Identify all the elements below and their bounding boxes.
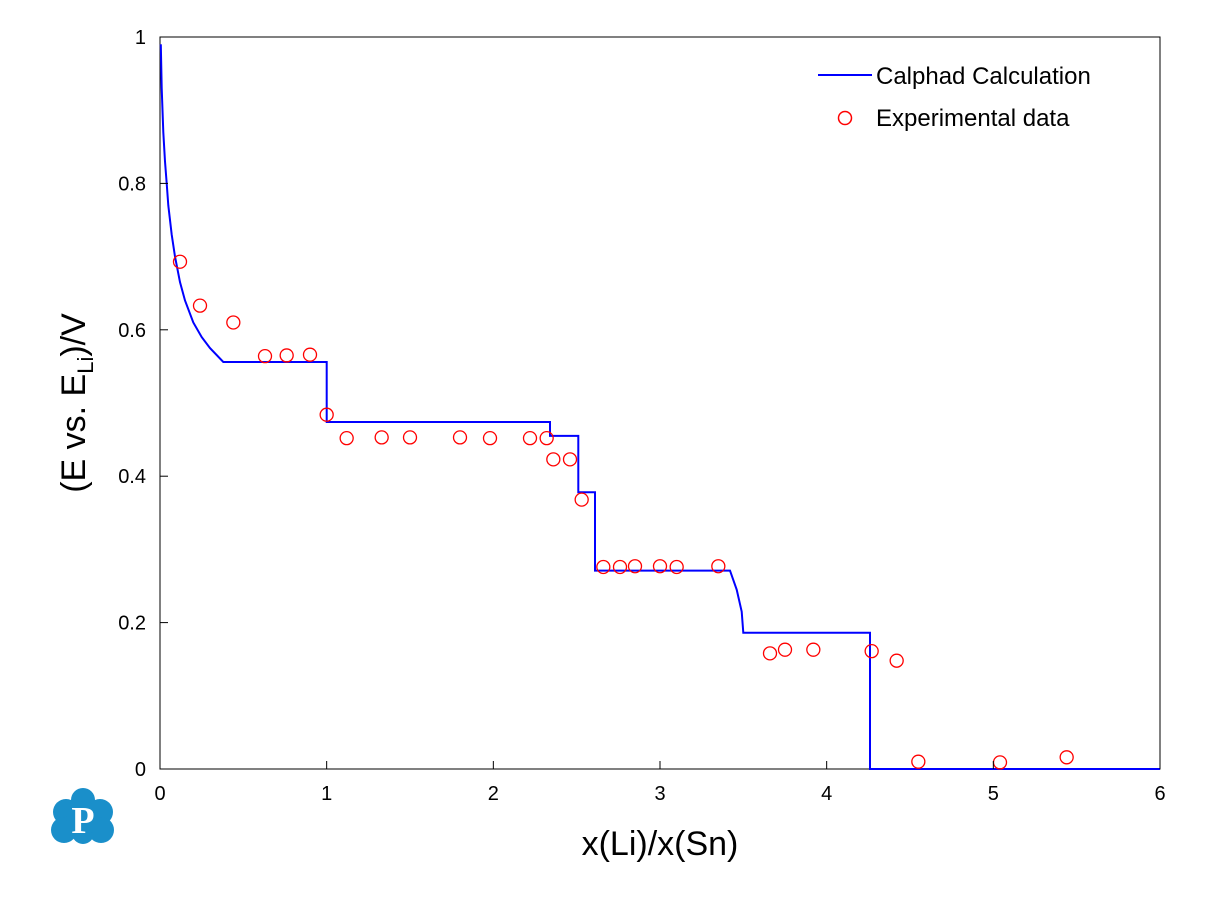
x-tick-label: 6: [1154, 783, 1165, 805]
p-cloud-logo-icon: P: [51, 788, 114, 844]
data-point-experimental: [279, 348, 294, 363]
data-point-experimental: [1059, 750, 1074, 765]
ticks-group: 0 1 2 3 4 5 6 0 0.2 0.4 0.6 0.8 1: [118, 27, 1165, 805]
data-point-experimental: [612, 559, 628, 575]
y-axis-title-suffix: )/V: [55, 313, 93, 357]
data-point-experimental: [482, 430, 498, 446]
legend: Calphad Calculation Experimental data: [818, 63, 1091, 132]
data-point-experimental: [911, 754, 926, 769]
plot-area-border: [159, 36, 1161, 770]
series-group: [159, 44, 1160, 770]
y-tick-label: 0.4: [118, 466, 146, 488]
data-point-experimental: [627, 559, 643, 574]
x-tick-label: 1: [321, 783, 332, 805]
data-point-experimental: [806, 642, 821, 657]
y-tick-label: 1: [135, 27, 146, 49]
x-tick-label: 5: [988, 783, 999, 805]
x-axis-title: x(Li)/x(Sn): [582, 825, 739, 863]
legend-label-experimental: Experimental data: [876, 105, 1070, 132]
y-tick-label: 0.2: [118, 613, 146, 635]
data-point-experimental: [402, 430, 418, 445]
data-point-experimental: [339, 430, 354, 446]
data-point-experimental: [546, 452, 561, 467]
data-point-experimental: [992, 755, 1008, 770]
data-point-experimental: [539, 430, 554, 446]
data-point-experimental: [711, 559, 726, 574]
y-axis-title: (E vs. ELi)/V: [55, 313, 98, 493]
y-axis-title-prefix: (E vs. E: [55, 374, 93, 493]
data-point-experimental: [864, 643, 879, 659]
data-point-experimental: [172, 254, 188, 269]
legend-label-calphad: Calphad Calculation: [876, 63, 1091, 90]
data-point-experimental: [374, 430, 389, 445]
y-tick-label: 0: [135, 759, 146, 781]
y-tick-label: 0.6: [118, 320, 146, 342]
data-point-experimental: [257, 349, 273, 364]
logo-cloud-center: [66, 801, 100, 835]
data-point-experimental: [652, 559, 668, 574]
data-point-experimental: [762, 646, 778, 661]
data-point-experimental: [669, 559, 684, 575]
data-point-experimental: [574, 492, 589, 507]
series-line-calphad-calculation: [159, 44, 1160, 770]
legend-marker-experimental: [837, 110, 853, 126]
x-tick-label: 2: [488, 783, 499, 805]
data-point-experimental: [596, 559, 611, 575]
x-tick-label: 4: [821, 783, 832, 805]
data-point-experimental: [226, 315, 241, 330]
y-axis-title-subscript: Li: [73, 357, 98, 374]
data-point-experimental: [777, 642, 793, 657]
y-tick-label: 0.8: [118, 173, 146, 195]
data-point-experimental: [889, 653, 904, 668]
x-tick-label: 3: [654, 783, 665, 805]
data-point-experimental: [319, 407, 334, 422]
x-tick-label: 0: [154, 783, 165, 805]
data-point-experimental: [562, 452, 578, 467]
plot-frame: [159, 36, 1161, 770]
data-point-experimental: [522, 430, 538, 446]
logo-letter: P: [71, 800, 94, 842]
data-point-experimental: [302, 347, 318, 362]
data-point-experimental: [452, 430, 468, 445]
data-point-experimental: [192, 298, 208, 313]
